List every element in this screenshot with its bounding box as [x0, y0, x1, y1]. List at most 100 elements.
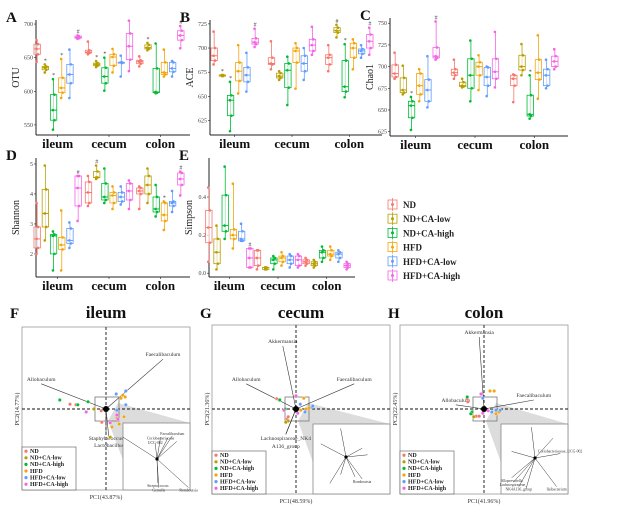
data-point — [393, 51, 396, 55]
biplot-legend-dot — [402, 480, 406, 484]
box-hfd-ca-low — [169, 59, 177, 78]
box-nd-ca-low: * — [93, 55, 101, 69]
data-point — [164, 61, 167, 64]
data-point — [312, 266, 316, 269]
box-nd-ca-high: * — [226, 76, 235, 133]
data-point — [119, 75, 122, 78]
box-hfd — [58, 209, 66, 272]
data-point — [303, 69, 307, 73]
legend-point — [391, 259, 394, 263]
data-point — [245, 73, 248, 77]
data-point — [146, 46, 149, 49]
data-point — [367, 39, 371, 43]
data-point — [139, 62, 143, 66]
data-point — [172, 70, 175, 74]
data-point — [216, 262, 220, 265]
data-point — [154, 90, 157, 94]
data-point — [427, 78, 431, 81]
data-point — [485, 75, 489, 79]
data-point — [76, 174, 79, 178]
data-point — [435, 56, 439, 60]
sample-point-hfd-ca-low — [123, 402, 128, 407]
significance-mark: # — [248, 242, 251, 248]
data-point — [104, 198, 108, 202]
data-point — [129, 182, 132, 185]
data-point — [129, 58, 132, 61]
data-point — [359, 49, 363, 53]
data-point — [302, 46, 306, 50]
box-nd-ca-high — [152, 183, 160, 218]
box-hfd — [416, 67, 424, 103]
sample-point-hfd — [122, 414, 126, 419]
data-point — [277, 74, 281, 78]
data-point — [294, 87, 297, 90]
data-point — [454, 73, 457, 77]
biplot-legend-dot — [24, 469, 28, 473]
data-point — [536, 34, 540, 37]
biplot-legend-dot — [402, 473, 406, 477]
data-point — [305, 258, 309, 262]
x-category-label: ileum — [42, 136, 73, 151]
data-point — [212, 30, 215, 33]
data-point — [521, 54, 525, 57]
panel-letter: A — [6, 10, 17, 26]
data-point — [103, 195, 106, 199]
sample-point-nd-ca-high — [86, 399, 90, 404]
data-point — [344, 90, 348, 93]
data-point — [86, 191, 90, 194]
biplot-legend-dot — [402, 486, 406, 490]
box-nd-ca-low — [310, 258, 318, 269]
data-point — [287, 86, 291, 89]
data-point — [146, 41, 149, 45]
data-point — [172, 200, 175, 203]
data-point — [43, 239, 47, 242]
y-axis-label: PC2(14.77%) — [14, 393, 21, 426]
data-point — [552, 67, 556, 71]
sample-point-hfd-ca-high — [480, 411, 485, 416]
data-point — [111, 71, 114, 74]
sample-point-nd — [99, 420, 104, 425]
data-point — [485, 65, 489, 68]
data-point — [304, 256, 307, 260]
box-nd-ca-low: # — [93, 159, 101, 181]
boxplot-panel-c: C Chao1 625 650 675 700 725 750 ileum * # cecum colo… — [360, 8, 568, 152]
data-point — [287, 62, 291, 65]
data-point — [112, 64, 116, 68]
data-point — [228, 129, 232, 133]
data-point — [546, 84, 549, 87]
data-point — [477, 54, 480, 57]
data-point — [369, 33, 373, 36]
data-point — [294, 41, 297, 45]
data-point — [146, 201, 149, 205]
origin-marker — [481, 406, 487, 412]
data-point — [272, 258, 275, 262]
data-point — [281, 254, 285, 258]
biplot-legend-dot — [24, 482, 28, 486]
data-point — [367, 53, 371, 57]
data-point — [178, 34, 182, 37]
data-point — [280, 250, 283, 254]
sample-point-hfd-ca-low — [494, 408, 498, 413]
legend-label: ND+CA-high — [403, 228, 454, 238]
data-point — [178, 177, 182, 181]
data-point — [146, 167, 149, 170]
inset-loading-line — [156, 436, 161, 460]
y-tick-label: 0.4 — [199, 195, 207, 201]
data-point — [155, 195, 159, 199]
data-point — [96, 170, 99, 173]
y-axis-label: OTU — [11, 66, 22, 87]
data-point — [361, 52, 364, 56]
data-point — [544, 73, 548, 77]
sample-point-nd — [99, 408, 104, 413]
data-point — [272, 254, 275, 258]
box-iqr — [510, 74, 518, 87]
data-point — [94, 59, 98, 63]
data-point — [253, 27, 256, 30]
box-iqr — [534, 59, 543, 81]
biplot-legend-dot — [214, 453, 218, 457]
data-point — [337, 249, 340, 252]
loading-arrow — [282, 345, 297, 410]
inset-loading-label: Lachnospiraceae_ — [500, 483, 528, 487]
inset-loading-label: Faecalibaculum — [160, 432, 184, 436]
data-point — [411, 116, 414, 120]
